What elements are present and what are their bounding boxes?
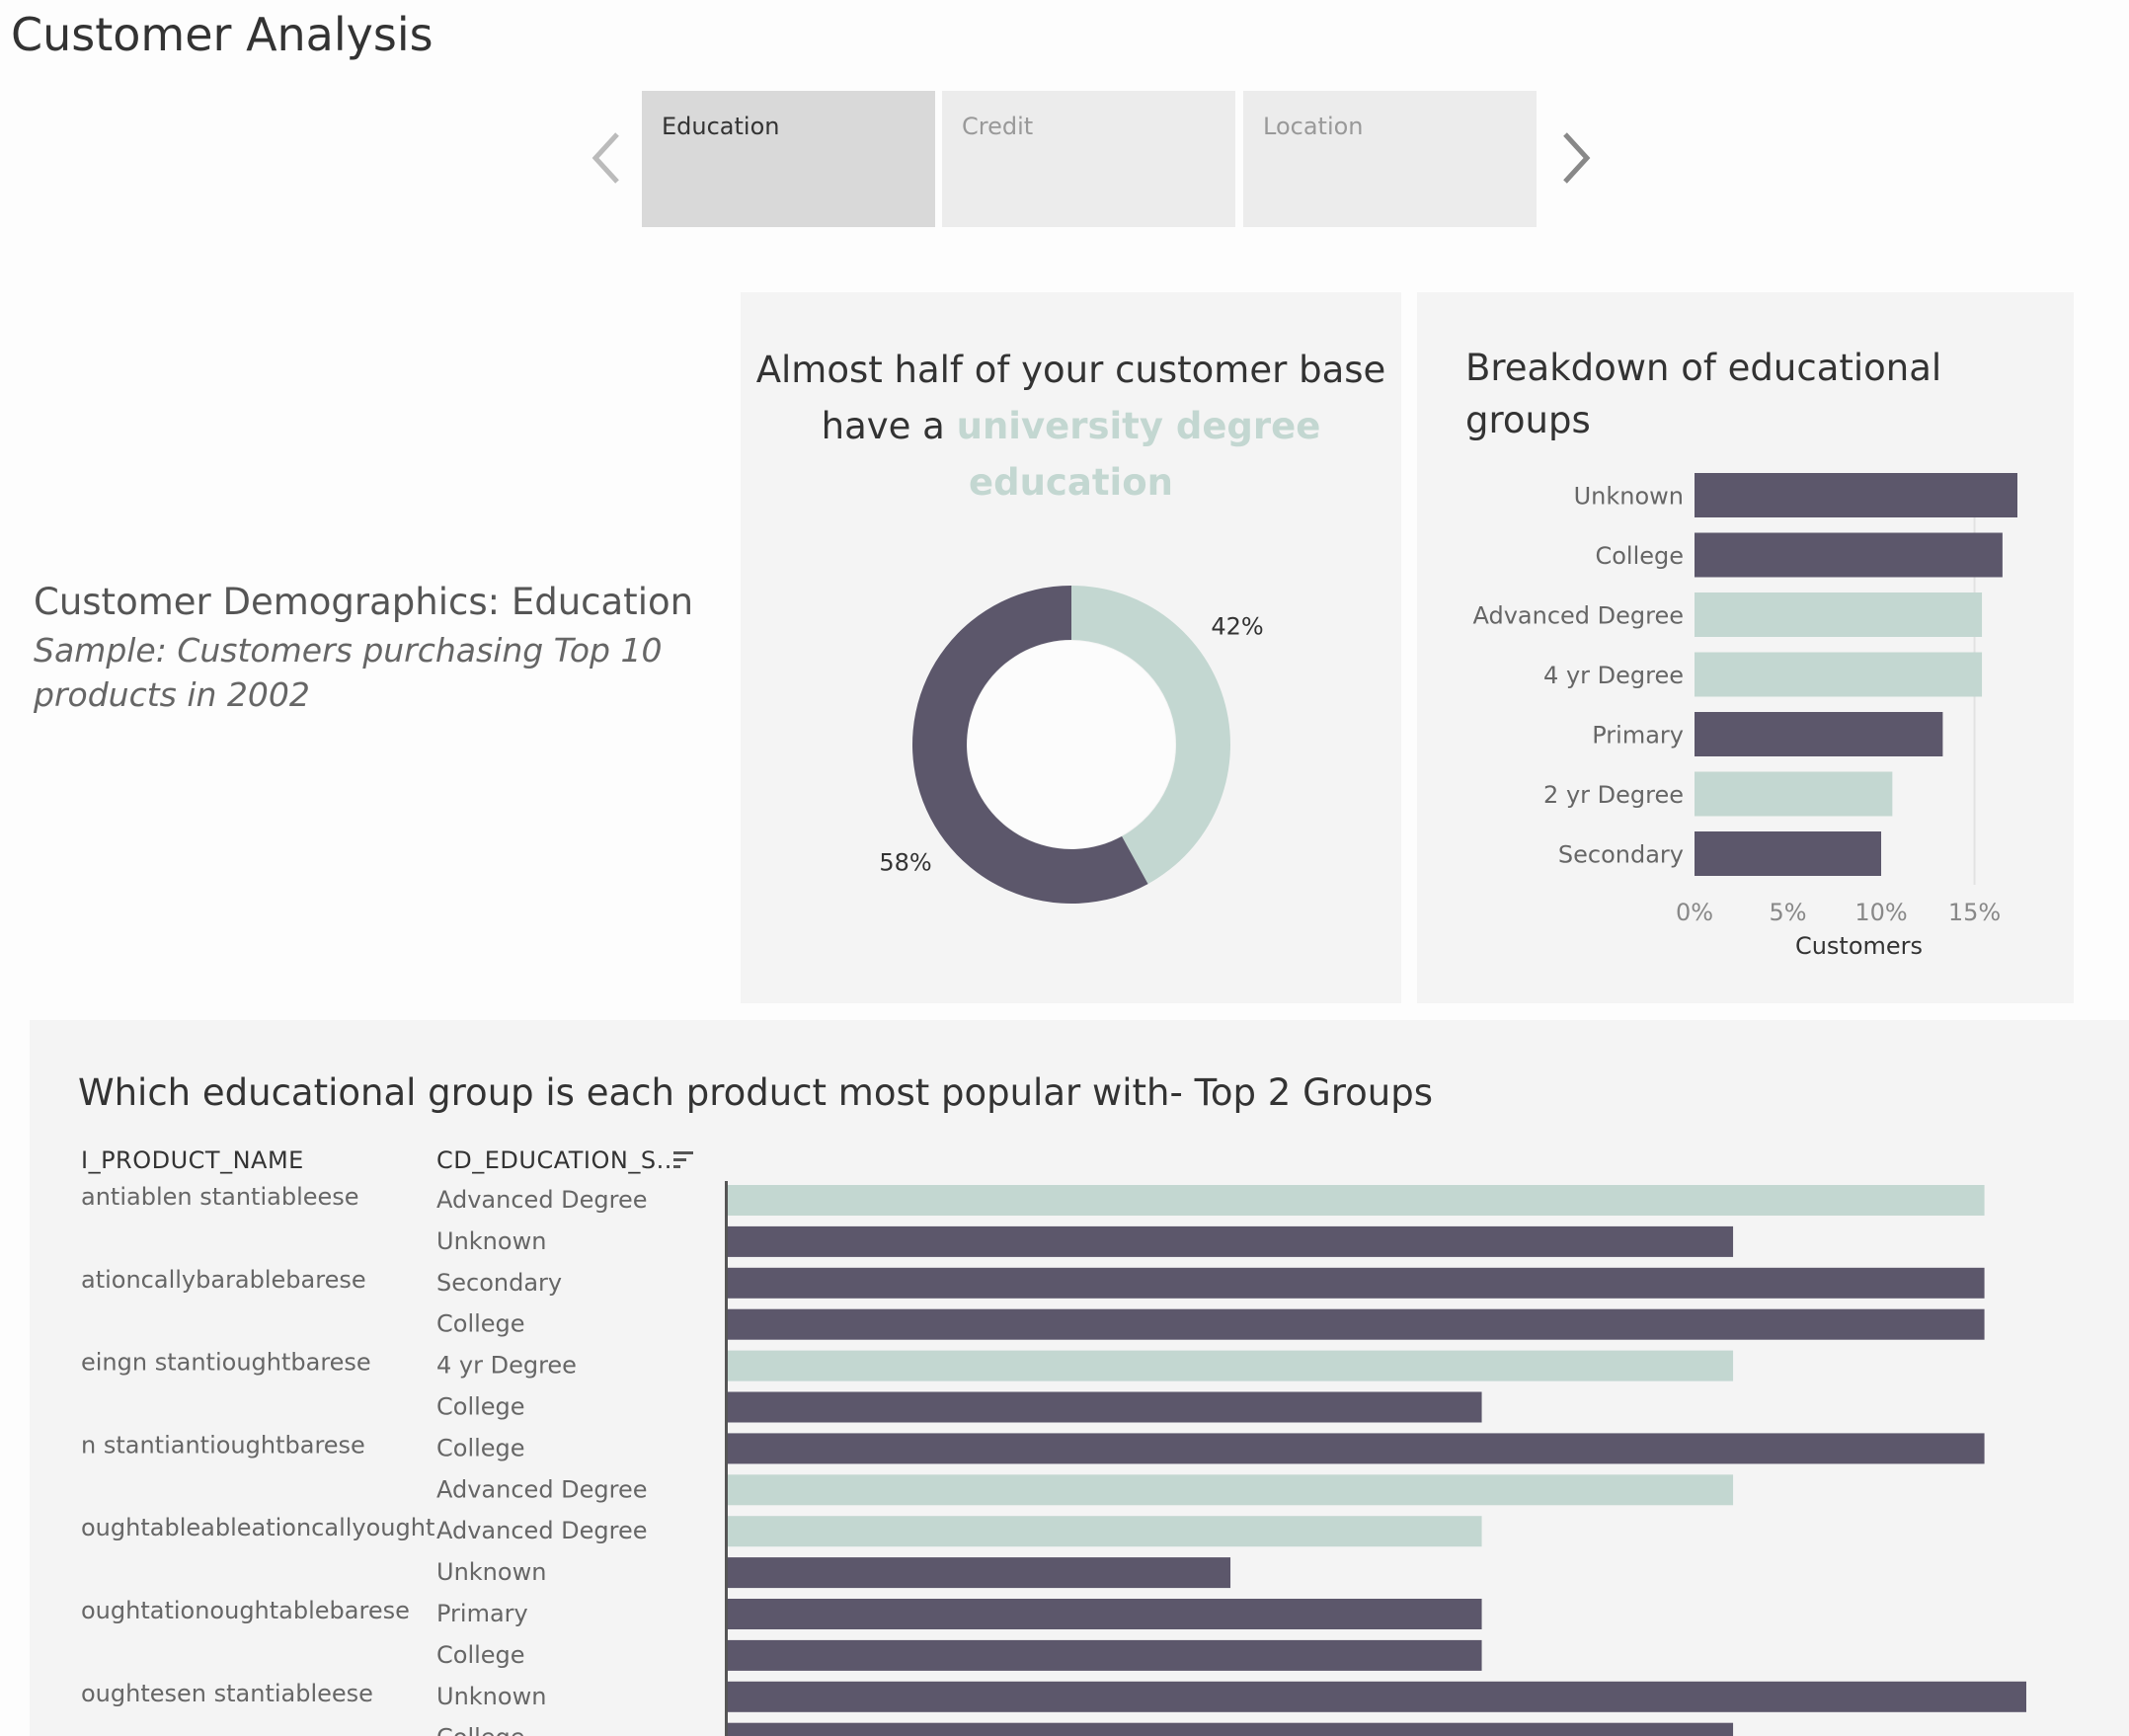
education-label: College [436, 1310, 525, 1338]
product-bar[interactable] [728, 1557, 1231, 1589]
education-label: Advanced Degree [436, 1186, 648, 1214]
donut-hole [968, 641, 1175, 848]
product-name-label: eingn stantioughtbarese [81, 1349, 371, 1377]
education-label: Advanced Degree [436, 1475, 648, 1503]
category-label: 2 yr Degree [1543, 781, 1684, 809]
product-name-label: oughtableableationcallyought [81, 1514, 434, 1541]
category-label: Unknown [1574, 483, 1684, 511]
x-tick-label: 0% [1676, 899, 1713, 926]
breakdown-bar-chart: Unknown College Advanced Degree 4 yr Degree… [1472, 473, 2017, 960]
product-bar[interactable] [728, 1350, 1734, 1381]
product-name-label: antiablen stantiableese [81, 1183, 359, 1211]
tab-label: Credit [962, 113, 1034, 140]
education-label: Unknown [436, 1683, 546, 1710]
education-label: College [436, 1434, 525, 1461]
bar-4-yr-degree[interactable] [1695, 652, 1983, 697]
bar-2-yr-degree[interactable] [1695, 771, 1893, 817]
education-label: Primary [436, 1600, 528, 1627]
next-story-button[interactable] [1555, 128, 1595, 188]
donut-label-1: 58% [879, 848, 931, 876]
breakdown-title: Breakdown of educational groups [1465, 347, 1942, 441]
category-label: Primary [1592, 722, 1684, 750]
bar-secondary[interactable] [1695, 831, 1882, 876]
product-bar[interactable] [728, 1474, 1734, 1506]
product-bar[interactable] [728, 1225, 1734, 1257]
product-chart-title: Which educational group is each product … [78, 1071, 1434, 1114]
page-title: Customer Analysis [11, 8, 434, 61]
donut-chart: 42% 58% [879, 586, 1264, 904]
category-label: 4 yr Degree [1543, 662, 1684, 689]
education-label: Secondary [436, 1269, 562, 1297]
product-bar[interactable] [728, 1391, 1482, 1423]
tab-label: Education [662, 113, 780, 140]
tab-education[interactable]: Education [642, 91, 935, 227]
product-bar[interactable] [728, 1516, 1482, 1547]
product-bar[interactable] [728, 1639, 1482, 1671]
category-label: Advanced Degree [1472, 602, 1684, 630]
category-label: College [1595, 542, 1684, 570]
product-bar[interactable] [728, 1433, 1985, 1464]
education-column-header[interactable]: CD_EDUCATION_S.. [436, 1146, 672, 1174]
education-label: Unknown [436, 1558, 546, 1586]
donut-slice-1[interactable] [912, 586, 1148, 904]
education-label: Unknown [436, 1227, 546, 1255]
donut-panel: Almost half of your customer base have a… [741, 292, 1401, 1003]
tab-location[interactable]: Location [1243, 91, 1537, 227]
education-label: College [436, 1641, 525, 1669]
education-label: College [436, 1724, 525, 1736]
education-label: College [436, 1393, 525, 1421]
product-bar[interactable] [728, 1599, 1482, 1629]
product-bar[interactable] [728, 1267, 1985, 1299]
tab-credit[interactable]: Credit [942, 91, 1235, 227]
y-axis-line [725, 1181, 728, 1736]
demographics-subtitle: Sample: Customers purchasing Top 10 prod… [34, 631, 663, 714]
prev-story-button[interactable] [588, 128, 627, 188]
product-column-header[interactable]: I_PRODUCT_NAME [81, 1146, 304, 1174]
bar-advanced-degree[interactable] [1695, 592, 1983, 637]
chevron-right-icon [1563, 132, 1591, 184]
chevron-left-icon [591, 132, 619, 184]
tab-label: Location [1263, 113, 1364, 140]
product-bar[interactable] [728, 1308, 1985, 1340]
x-tick-label: 15% [1948, 899, 2001, 926]
product-bar[interactable] [728, 1722, 1734, 1736]
product-education-panel: Which educational group is each product … [30, 1020, 2129, 1736]
donut-title-highlight: university degree education [956, 405, 1321, 504]
category-label: Secondary [1558, 841, 1684, 869]
demographics-title: Customer Demographics: Education [34, 581, 694, 623]
product-name-label: ationcallybarablebarese [81, 1266, 366, 1294]
product-bar-chart: antiablen stantiableese Advanced Degree Un… [81, 1181, 2026, 1736]
donut-slice-0[interactable] [1071, 586, 1230, 885]
donut-title-text: Almost half of your customer base have a [755, 349, 1386, 447]
product-name-label: oughtesen stantiableese [81, 1680, 373, 1707]
bar-primary[interactable] [1695, 712, 1943, 756]
product-bar[interactable] [728, 1681, 2026, 1712]
bar-college[interactable] [1695, 532, 2003, 578]
product-name-label: oughtationoughtablebarese [81, 1597, 410, 1624]
donut-label-0: 42% [1211, 613, 1263, 641]
x-tick-label: 5% [1769, 899, 1806, 926]
education-label: Advanced Degree [436, 1517, 648, 1544]
bar-unknown[interactable] [1695, 473, 2017, 517]
breakdown-panel: Breakdown of educational groups Unknown C… [1417, 292, 2074, 1003]
x-axis-title: Customers [1795, 932, 1923, 960]
sort-descending-icon[interactable] [671, 1148, 695, 1170]
education-label: 4 yr Degree [436, 1352, 577, 1380]
donut-title: Almost half of your customer base have a… [741, 342, 1401, 511]
product-name-label: n stantiantioughtbarese [81, 1431, 365, 1459]
x-tick-label: 10% [1854, 899, 1907, 926]
product-bar[interactable] [728, 1185, 1985, 1216]
